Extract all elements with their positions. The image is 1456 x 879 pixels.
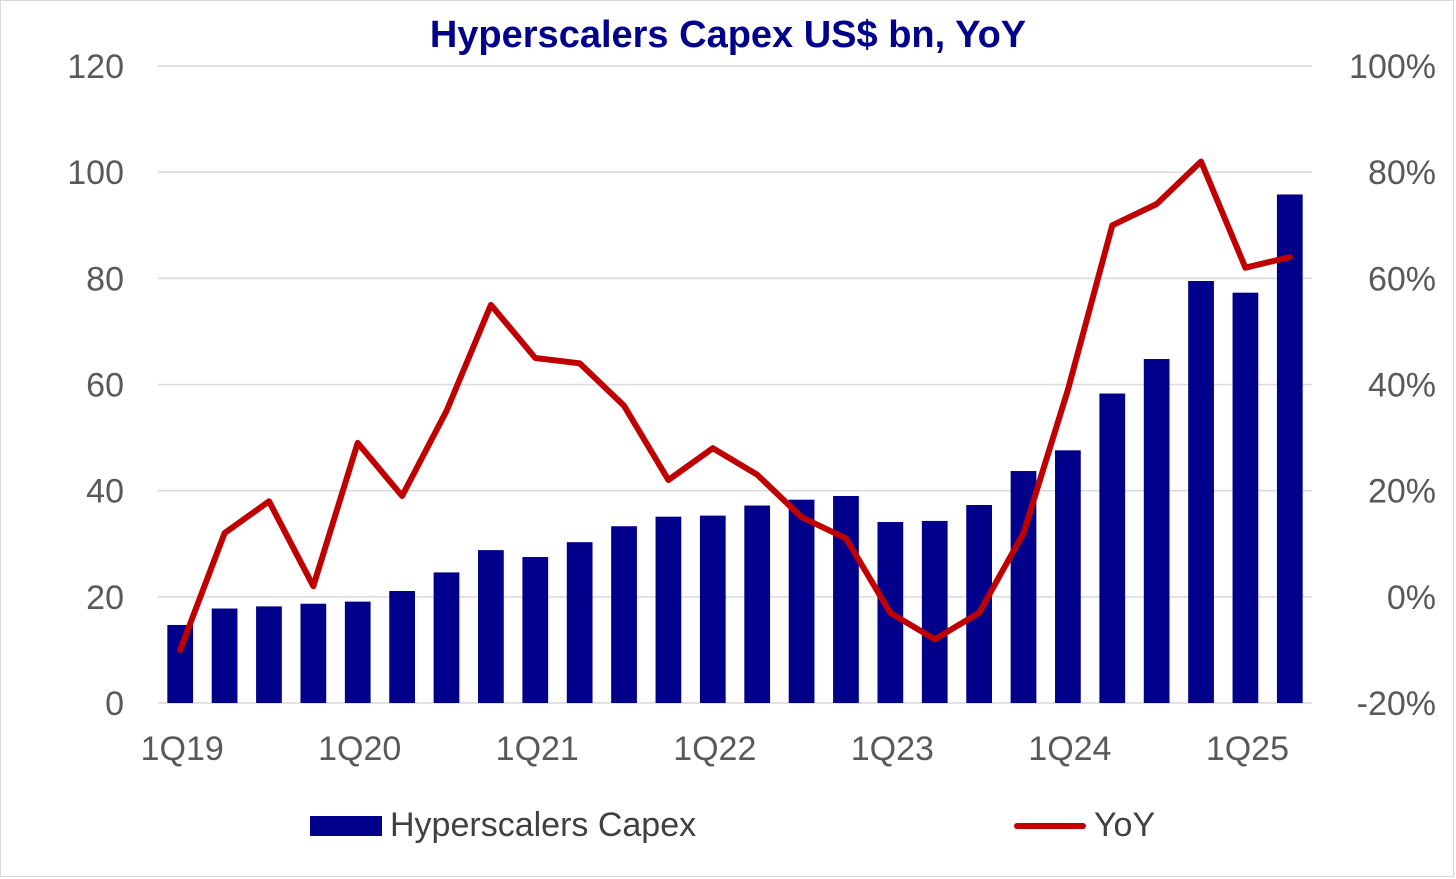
x-axis-tick-label: 1Q24 xyxy=(1028,730,1111,768)
legend-item-yoy: YoY xyxy=(1014,806,1155,845)
right-axis-tick-label: 80% xyxy=(1368,154,1436,192)
bar xyxy=(1055,450,1081,703)
x-axis-tick-label: 1Q21 xyxy=(496,730,579,768)
legend-item-capex: Hyperscalers Capex xyxy=(310,806,696,845)
legend-label-capex: Hyperscalers Capex xyxy=(390,806,697,844)
bar xyxy=(389,590,415,703)
left-axis-tick-label: 20 xyxy=(86,579,124,617)
gridlines xyxy=(158,65,1312,704)
line-series xyxy=(177,158,1293,653)
legend-label-yoy: YoY xyxy=(1094,806,1156,844)
bar xyxy=(1143,359,1170,703)
left-axis-tick-label: 120 xyxy=(67,48,124,86)
bar xyxy=(699,515,726,703)
right-axis-tick-label: -20% xyxy=(1357,685,1436,723)
x-axis-tick-label: 1Q19 xyxy=(141,730,224,768)
right-axis-tick-label: 40% xyxy=(1368,367,1436,405)
left-axis-tick-label: 100 xyxy=(67,154,124,192)
right-axis-tick-label: 0% xyxy=(1387,579,1436,617)
bar xyxy=(744,505,771,703)
bar xyxy=(433,572,460,703)
bar xyxy=(788,499,815,703)
bar xyxy=(921,520,948,703)
left-axis-tick-label: 80 xyxy=(86,260,124,298)
right-axis-tick-label: 60% xyxy=(1368,260,1436,298)
right-axis-tick-label: 100% xyxy=(1349,48,1436,86)
bar xyxy=(522,557,549,703)
x-axis-tick-label: 1Q20 xyxy=(318,730,401,768)
left-axis-tick-label: 60 xyxy=(86,367,124,405)
bar xyxy=(211,608,238,703)
bar xyxy=(167,624,194,703)
bar xyxy=(256,606,282,703)
bar xyxy=(300,603,327,703)
chart-title: Hyperscalers Capex US$ bn, YoY xyxy=(429,14,1027,56)
yoy-line xyxy=(177,158,1293,653)
bar xyxy=(478,550,504,703)
bar xyxy=(1188,280,1214,703)
legend-swatch-capex xyxy=(310,815,382,836)
bar xyxy=(566,542,593,703)
right-axis-tick-label: 20% xyxy=(1368,473,1436,511)
x-axis-tick-label: 1Q22 xyxy=(673,730,756,768)
bar xyxy=(344,601,371,703)
x-axis-tick-label: 1Q23 xyxy=(851,730,934,768)
left-axis-tick-label: 40 xyxy=(86,473,124,511)
bar xyxy=(833,495,859,703)
bar xyxy=(1276,194,1303,703)
bar xyxy=(1099,393,1126,703)
chart-plot: 0 20 40 60 80 100 120 -20% 0% 20% 40% 60% 80% 100% 1… xyxy=(67,48,1436,768)
legend-swatch-yoy xyxy=(1014,822,1086,829)
x-axis-labels: 1Q19 1Q20 1Q21 1Q22 1Q23 1Q24 1Q25 xyxy=(141,730,1289,768)
bar xyxy=(655,516,682,703)
legend: Hyperscalers Capex YoY xyxy=(0,806,1456,856)
left-axis-tick-label: 0 xyxy=(105,685,124,723)
left-axis-labels: 0 20 40 60 80 100 120 xyxy=(67,48,124,723)
bar xyxy=(966,504,992,703)
bar-series xyxy=(167,194,1303,703)
x-axis-tick-label: 1Q25 xyxy=(1206,730,1289,768)
bar xyxy=(611,526,637,703)
bar xyxy=(1232,292,1259,703)
right-axis-labels: -20% 0% 20% 40% 60% 80% 100% xyxy=(1349,48,1436,723)
